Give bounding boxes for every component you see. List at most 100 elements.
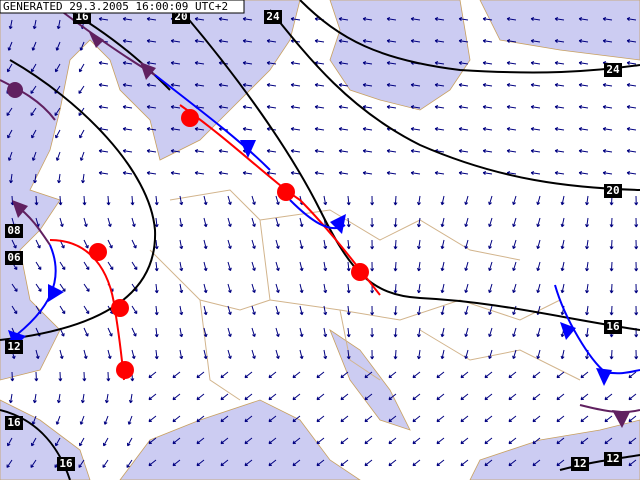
- wind-arrow: [370, 261, 375, 272]
- isobar-label-box: [604, 452, 622, 466]
- wind-arrow: [30, 107, 37, 116]
- wind-arrow: [34, 195, 39, 206]
- wind-arrow: [417, 305, 421, 316]
- isobar-label-box: [264, 10, 282, 24]
- wind-arrow: [560, 349, 565, 360]
- wind-arrow: [251, 327, 256, 337]
- wind-arrow: [464, 283, 469, 294]
- wind-arrow: [154, 305, 159, 316]
- isobar-label: 06: [7, 251, 21, 264]
- wind-arrow: [460, 415, 469, 423]
- wind-arrow: [585, 217, 589, 228]
- wind-arrow: [146, 171, 157, 175]
- wind-arrow: [554, 61, 565, 65]
- wind-arrow: [458, 83, 469, 87]
- wind-arrow: [170, 149, 181, 153]
- wind-arrow: [602, 17, 613, 21]
- wind-arrow: [410, 171, 421, 175]
- wind-arrow: [370, 217, 375, 228]
- wind-arrow: [31, 129, 37, 139]
- wind-arrow: [417, 261, 421, 272]
- wind-arrow: [196, 371, 205, 379]
- wind-arrow: [554, 105, 565, 109]
- wind-arrow: [626, 171, 637, 175]
- wind-arrow: [104, 393, 109, 404]
- wind-arrow: [554, 83, 565, 87]
- wind-arrow: [107, 239, 113, 249]
- wind-arrow: [146, 61, 157, 65]
- wind-arrow: [338, 39, 349, 43]
- wind-arrow: [299, 327, 304, 338]
- wind-arrow: [266, 171, 277, 175]
- wind-arrow: [338, 149, 349, 153]
- wind-arrow: [98, 83, 109, 87]
- wind-arrow: [346, 283, 351, 294]
- wind-arrow: [203, 195, 208, 206]
- wind-arrow: [227, 195, 232, 205]
- wind-arrow: [440, 261, 445, 272]
- wind-arrow: [585, 283, 589, 294]
- wind-arrow: [146, 39, 157, 43]
- wind-arrow: [602, 171, 613, 175]
- wind-arrow: [128, 393, 133, 404]
- wind-arrow: [508, 459, 517, 467]
- wind-arrow: [362, 39, 373, 43]
- wind-arrow: [82, 371, 87, 382]
- wind-arrow: [83, 305, 90, 315]
- wind-arrow: [556, 437, 565, 445]
- wind-arrow: [488, 349, 493, 359]
- wind-arrow: [506, 61, 517, 65]
- wind-arrow: [7, 41, 13, 51]
- wind-arrow: [11, 239, 17, 249]
- wind-arrow: [299, 239, 304, 250]
- wind-arrow: [602, 83, 613, 87]
- wind-arrow: [482, 17, 493, 21]
- wind-arrow: [56, 19, 61, 30]
- wind-arrow: [436, 393, 445, 401]
- wind-arrow: [346, 261, 351, 272]
- wind-arrow: [464, 305, 469, 316]
- wind-arrow: [580, 437, 589, 445]
- wind-arrow: [362, 105, 373, 109]
- wind-arrow: [122, 149, 133, 153]
- wind-arrow: [126, 459, 133, 468]
- isobar-label-box: [5, 251, 23, 265]
- wind-arrow: [122, 127, 133, 131]
- wind-arrow: [512, 283, 517, 293]
- wind-arrow: [458, 61, 469, 65]
- wind-arrow: [626, 17, 637, 21]
- wind-arrow: [512, 239, 517, 249]
- wind-arrow: [346, 195, 351, 206]
- wind-arrow: [560, 283, 565, 294]
- wind-arrow: [107, 349, 112, 360]
- wind-arrow: [370, 195, 375, 206]
- wind-arrow: [251, 261, 256, 271]
- wind-arrow: [154, 239, 159, 250]
- wind-arrow: [410, 127, 421, 131]
- wind-arrow: [316, 415, 325, 423]
- wind-arrow: [578, 171, 589, 175]
- wind-arrow: [364, 437, 373, 445]
- wind-arrow: [626, 105, 637, 109]
- wind-arrow: [412, 415, 421, 423]
- wind-arrow: [460, 371, 469, 379]
- wind-arrow: [314, 39, 325, 43]
- wind-arrow: [536, 349, 541, 360]
- wind-arrow: [170, 83, 181, 87]
- wind-arrow: [148, 371, 157, 379]
- wind-arrow: [290, 127, 301, 131]
- wind-arrow: [9, 173, 13, 184]
- wind-arrow: [127, 437, 133, 447]
- isobar-label: 24: [606, 63, 620, 76]
- wind-arrow: [106, 371, 111, 382]
- wind-arrow: [554, 39, 565, 43]
- wind-arrow: [436, 415, 445, 423]
- wind-arrow: [460, 437, 469, 445]
- wind-arrow: [194, 83, 205, 87]
- wind-arrow: [242, 171, 253, 175]
- wind-arrow: [484, 459, 493, 467]
- wind-arrow: [251, 305, 256, 315]
- wind-arrow: [196, 393, 205, 401]
- wind-arrow: [170, 39, 181, 43]
- wind-arrow: [203, 327, 208, 338]
